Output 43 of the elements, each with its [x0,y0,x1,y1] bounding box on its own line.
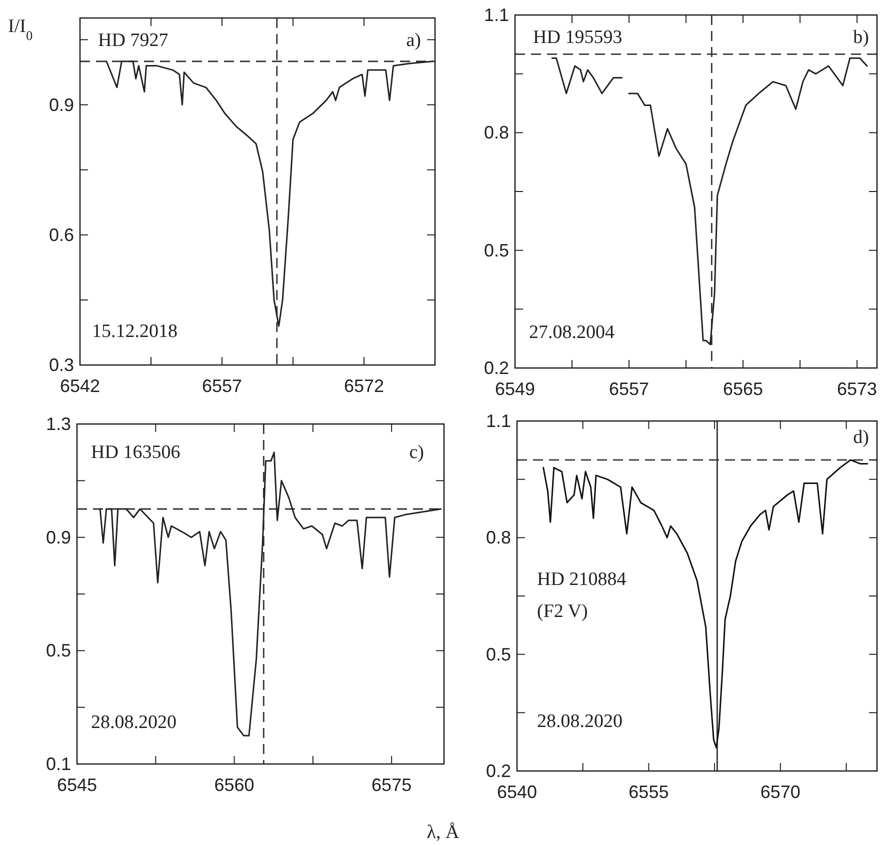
x-tick-label: 6573 [837,379,878,399]
annotation: 28.08.2020 [537,711,622,732]
annotation: d) [853,427,869,448]
y-tick-label: 0.2 [484,358,509,378]
x-tick-label: 6542 [60,376,100,396]
y-tick-label: 0.5 [46,640,71,661]
annotation: 27.08.2004 [529,322,615,343]
y-tick-label: 0.9 [48,94,74,115]
x-tick-label: 6560 [214,775,254,795]
annotation: 28.08.2020 [91,712,176,733]
annotation: (F2 V) [537,601,588,622]
y-tick-label: 1.1 [484,5,509,25]
x-tick-label: 6540 [496,782,538,802]
annotation: HD 7927 [98,30,168,51]
annotation: b) [853,27,869,48]
x-tick-label: 6555 [628,782,669,802]
annotation: a) [406,30,421,51]
x-tick-label: 6557 [202,376,242,396]
x-tick-label: 6575 [372,775,412,795]
y-tick-label: 0.3 [48,355,74,375]
y-tick-label: 0.1 [46,754,71,774]
annotation: HD 210884 [537,569,627,590]
y-axis-title: I/I$_{0}$ [8,16,33,42]
y-tick-label: 0.8 [486,528,511,548]
y-tick-label: 1.1 [486,411,511,431]
x-tick-label: 6565 [723,379,764,399]
y-tick-label: 0.8 [484,122,509,143]
x-tick-label: 6545 [56,775,98,795]
annotation: c) [409,442,424,463]
x-tick-label: 6570 [760,782,800,802]
y-tick-label: 0.5 [486,644,511,664]
x-tick-label: 6549 [494,379,536,399]
x-tick-label: 6557 [608,379,650,399]
y-tick-label: 1.3 [46,414,71,434]
annotation: HD 195593 [533,27,622,48]
y-tick-label: 0.2 [486,761,511,781]
y-tick-label: 0.9 [46,527,71,548]
y-tick-label: 0.5 [484,240,509,260]
x-axis-title: λ, Å [426,822,460,843]
x-tick-label: 6572 [344,376,384,396]
annotation: HD 163506 [91,442,180,463]
annotation: 15.12.2018 [92,321,178,342]
y-tick-label: 0.6 [48,224,74,245]
